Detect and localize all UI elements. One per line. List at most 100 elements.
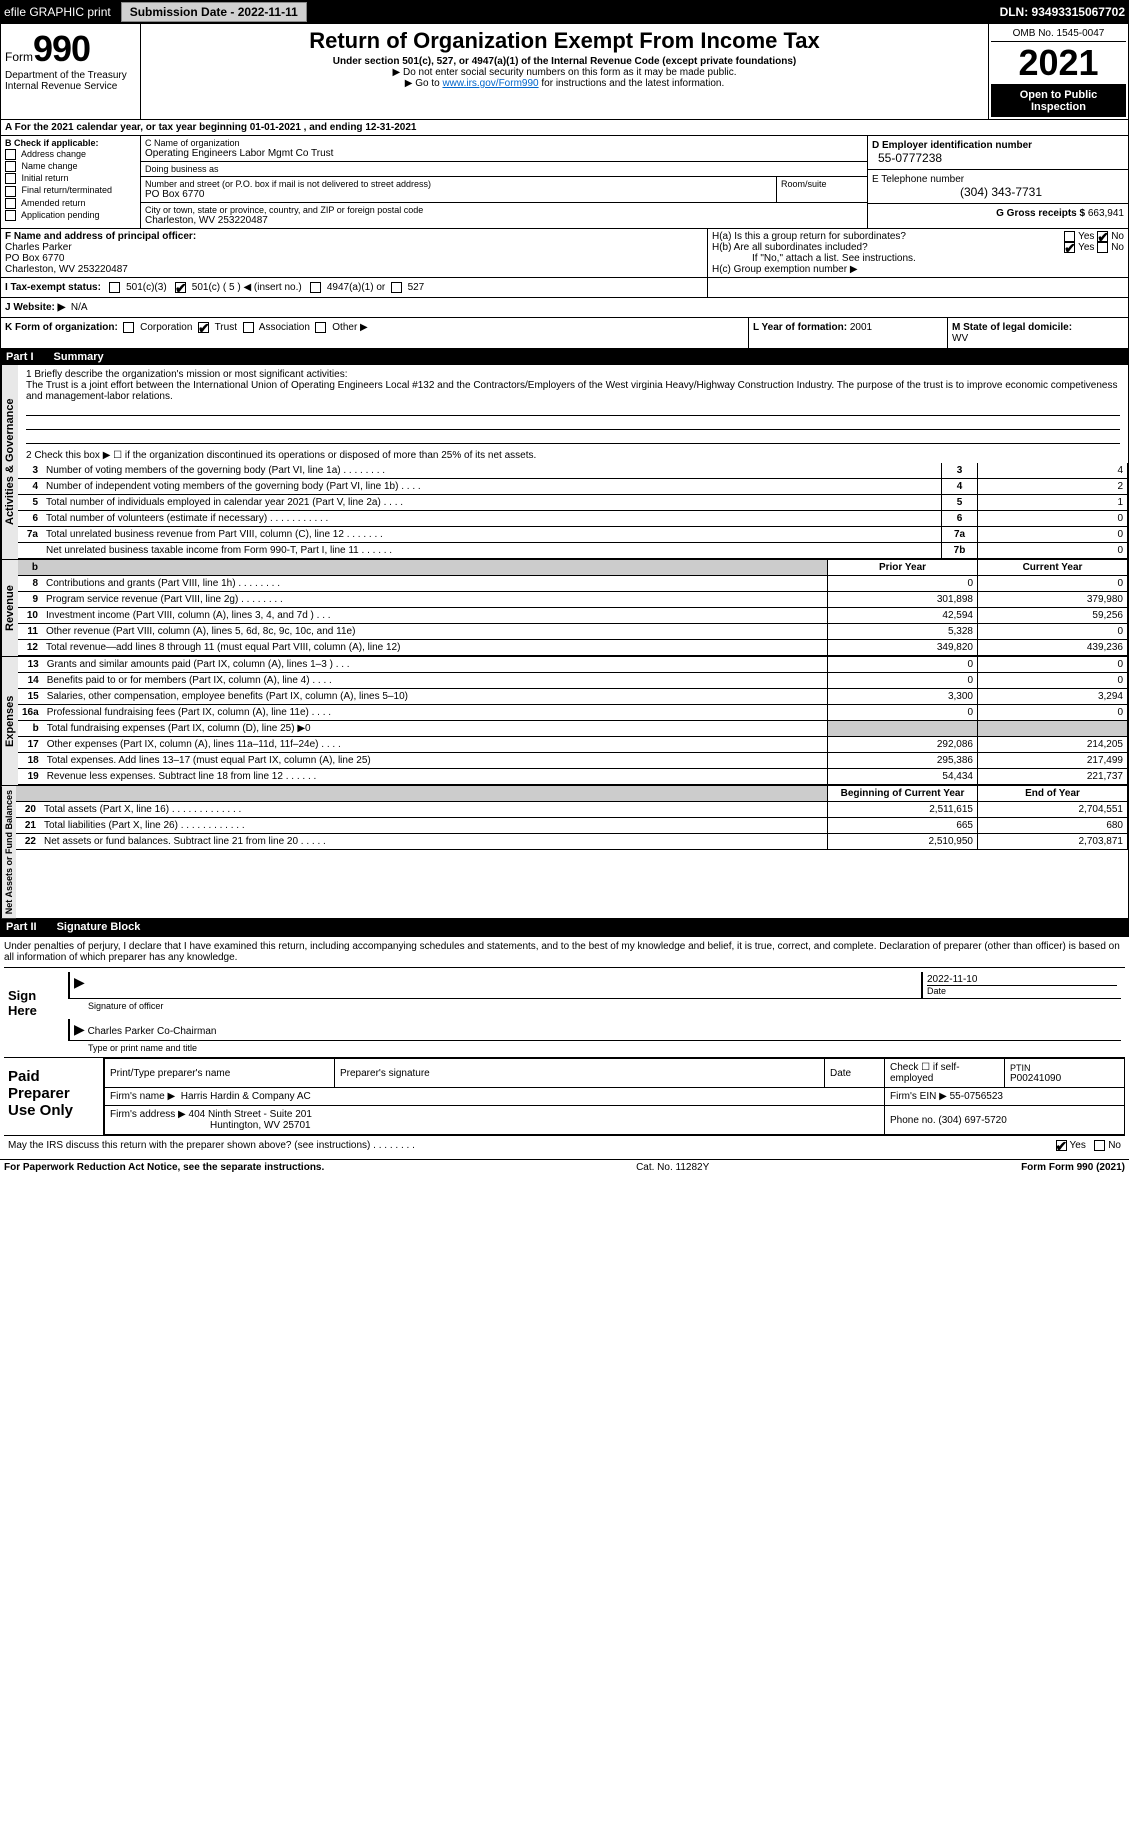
summary-body: Activities & Governance 1 Briefly descri… — [0, 365, 1129, 919]
sig-officer-label: Signature of officer — [68, 1001, 1121, 1011]
hb-yes-checkbox[interactable] — [1064, 242, 1075, 253]
row-num: b — [18, 721, 43, 737]
phone-label: E Telephone number — [872, 174, 1124, 185]
current-value: 59,256 — [978, 608, 1128, 624]
ptin-value: P00241090 — [1010, 1073, 1119, 1084]
row-num: 7a — [18, 527, 42, 543]
hc-label: H(c) Group exemption number ▶ — [712, 264, 1124, 275]
netassets-table: Beginning of Current Year End of Year 20… — [16, 786, 1128, 850]
mission-block: 1 Briefly describe the organization's mi… — [18, 365, 1128, 448]
other-checkbox[interactable] — [315, 322, 326, 333]
row-num: 10 — [18, 608, 42, 624]
row-text: Benefits paid to or for members (Part IX… — [43, 673, 828, 689]
trust-checkbox[interactable] — [198, 322, 209, 333]
prior-value: 42,594 — [828, 608, 978, 624]
row-text: Total expenses. Add lines 13–17 (must eq… — [43, 753, 828, 769]
col-h-group: H(a) Is this a group return for subordin… — [708, 229, 1128, 277]
prior-value: 292,086 — [828, 737, 978, 753]
row-num: 5 — [18, 495, 42, 511]
row-text: Net assets or fund balances. Subtract li… — [40, 834, 828, 850]
colb-checkbox[interactable] — [5, 149, 16, 160]
row-text: Total assets (Part X, line 16) . . . . .… — [40, 802, 828, 818]
ssn-note: ▶ Do not enter social security numbers o… — [145, 67, 984, 78]
firm-addr1: 404 Ninth Street - Suite 201 — [189, 1109, 312, 1120]
print-name-label: Type or print name and title — [68, 1043, 1121, 1053]
firm-addr-label: Firm's address ▶ — [110, 1109, 186, 1120]
hb-no-checkbox[interactable] — [1097, 242, 1108, 253]
colb-checkbox[interactable] — [5, 186, 16, 197]
prior-value: 301,898 — [828, 592, 978, 608]
row-key: 5 — [942, 495, 978, 511]
row-num: 12 — [18, 640, 42, 656]
form-word: Form — [5, 50, 33, 64]
prior-value: 295,386 — [828, 753, 978, 769]
prior-value: 0 — [828, 657, 978, 673]
row-value: 0 — [978, 527, 1128, 543]
firm-addr2: Huntington, WV 25701 — [110, 1120, 311, 1131]
irs-link[interactable]: www.irs.gov/Form990 — [442, 78, 538, 89]
527-checkbox[interactable] — [391, 282, 402, 293]
current-value: 3,294 — [978, 689, 1128, 705]
dept-irs: Internal Revenue Service — [5, 81, 136, 92]
row-text: Total unrelated business revenue from Pa… — [42, 527, 942, 543]
self-employed-label: Check ☐ if self-employed — [885, 1059, 1005, 1088]
firm-phone-label: Phone no. — [890, 1115, 936, 1126]
row-text: Contributions and grants (Part VIII, lin… — [42, 576, 828, 592]
col-c-org-info: C Name of organization Operating Enginee… — [141, 136, 868, 228]
col-f-officer: F Name and address of principal officer:… — [1, 229, 708, 277]
prior-value: 0 — [828, 673, 978, 689]
assoc-checkbox[interactable] — [243, 322, 254, 333]
prior-value: 665 — [828, 818, 978, 834]
row-ij: I Tax-exempt status: 501(c)(3) 501(c) ( … — [0, 278, 1129, 298]
4947-checkbox[interactable] — [310, 282, 321, 293]
col-de: D Employer identification number 55-0777… — [868, 136, 1128, 228]
perjury-declaration: Under penalties of perjury, I declare th… — [4, 941, 1125, 968]
discuss-yes-checkbox[interactable] — [1056, 1140, 1067, 1151]
prior-value: 2,510,950 — [828, 834, 978, 850]
colb-checkbox[interactable] — [5, 210, 16, 221]
bottom-line: For Paperwork Reduction Act Notice, see … — [0, 1159, 1129, 1175]
501c-checkbox[interactable] — [175, 282, 186, 293]
tax-year: 2021 — [991, 42, 1126, 85]
row-text: Number of independent voting members of … — [42, 479, 942, 495]
addr-label: Number and street (or P.O. box if mail i… — [145, 179, 772, 189]
col-m-state: M State of legal domicile:WV — [948, 318, 1128, 348]
501c3-checkbox[interactable] — [109, 282, 120, 293]
corp-checkbox[interactable] — [123, 322, 134, 333]
discuss-no-checkbox[interactable] — [1094, 1140, 1105, 1151]
open-to-public: Open to Public Inspection — [991, 85, 1126, 117]
website-label: J Website: ▶ — [5, 302, 65, 313]
colb-checkbox[interactable] — [5, 198, 16, 209]
efile-label: efile GRAPHIC print — [4, 5, 111, 19]
col-k-form-org: K Form of organization: Corporation Trus… — [1, 318, 748, 348]
ha-no-checkbox[interactable] — [1097, 231, 1108, 242]
colb-checkbox[interactable] — [5, 173, 16, 184]
row-num: 15 — [18, 689, 43, 705]
part1-header: Part I Summary — [0, 349, 1129, 365]
discuss-row: May the IRS discuss this return with the… — [4, 1136, 1125, 1155]
row-text: Net unrelated business taxable income fr… — [42, 543, 942, 559]
colb-checkbox[interactable] — [5, 161, 16, 172]
current-value: 439,236 — [978, 640, 1128, 656]
side-activities: Activities & Governance — [1, 365, 18, 559]
paid-preparer-label: Paid Preparer Use Only — [4, 1058, 104, 1135]
beg-year-header: Beginning of Current Year — [828, 786, 978, 802]
form-header: Form 990 Department of the Treasury Inte… — [0, 24, 1129, 120]
prior-value: 2,511,615 — [828, 802, 978, 818]
row-text: Program service revenue (Part VIII, line… — [42, 592, 828, 608]
current-year-header: Current Year — [978, 560, 1128, 576]
tax-status-label: I Tax-exempt status: — [5, 282, 101, 293]
submission-date-button[interactable]: Submission Date - 2022-11-11 — [121, 2, 307, 22]
row-num: 21 — [16, 818, 40, 834]
link-note: ▶ Go to www.irs.gov/Form990 for instruct… — [145, 78, 984, 89]
current-value: 2,703,871 — [978, 834, 1128, 850]
firm-ein-value: 55-0756523 — [950, 1091, 1003, 1102]
row-num: 20 — [16, 802, 40, 818]
row-num — [18, 543, 42, 559]
row-text: Total liabilities (Part X, line 26) . . … — [40, 818, 828, 834]
prep-date-label: Date — [825, 1059, 885, 1088]
cat-number: Cat. No. 11282Y — [324, 1162, 1021, 1173]
officer-print-name: Charles Parker Co-Chairman — [88, 1026, 217, 1037]
part2-num: Part II — [6, 921, 57, 933]
form-org-label: K Form of organization: — [5, 322, 118, 333]
